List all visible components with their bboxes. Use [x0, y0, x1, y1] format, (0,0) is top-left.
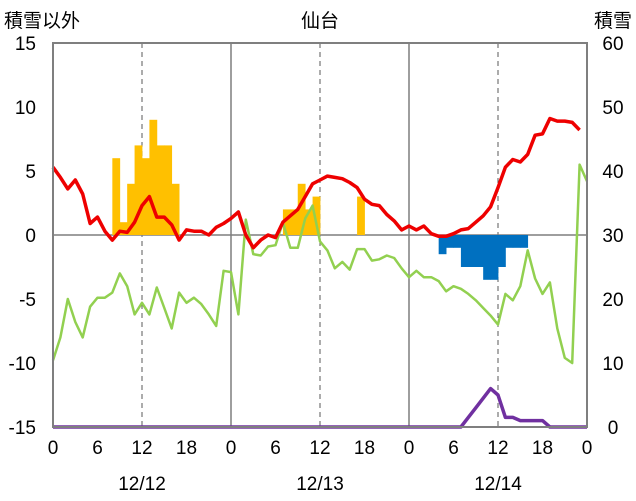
x-tick-label: 12	[487, 438, 508, 459]
left-tick-label: 5	[25, 162, 36, 183]
chart-title: 仙台	[301, 10, 339, 32]
line-layer	[51, 116, 589, 429]
left-axis-ticks: 15 10 5 0 -5 -10 -15	[9, 34, 36, 439]
orange-bar	[171, 183, 180, 235]
x-tick-label: 0	[48, 438, 59, 459]
blue-bar	[453, 235, 462, 248]
blue-bar	[446, 235, 454, 248]
blue-bar	[490, 235, 499, 280]
blue-bar	[460, 235, 469, 267]
x-tick-label: 12	[309, 438, 330, 459]
blue-bar	[512, 235, 521, 248]
x-axis-ticks: 0 6 12 18 0 6 12 18 0 6 12 18 0	[48, 438, 593, 459]
orange-bar	[297, 183, 306, 235]
right-tick-label: 50	[602, 98, 623, 119]
orange-bar	[134, 145, 143, 235]
blue-bar	[505, 235, 514, 248]
left-tick-label: -10	[9, 354, 36, 375]
right-tick-label: 20	[602, 290, 623, 311]
orange-bar	[127, 183, 135, 235]
right-tick-label: 0	[608, 418, 619, 439]
orange-bar	[282, 209, 291, 235]
x-tick-label: 0	[226, 438, 237, 459]
right-tick-label: 10	[602, 354, 623, 375]
left-tick-label: -15	[9, 418, 36, 439]
x-tick-label: 0	[404, 438, 415, 459]
right-axis-label: 積雪	[594, 10, 632, 32]
red-series-line	[51, 116, 581, 250]
right-tick-label: 60	[602, 34, 623, 55]
left-tick-label: 0	[25, 226, 36, 247]
x-date-label: 12/14	[474, 474, 522, 495]
orange-bar	[312, 196, 321, 235]
left-tick-label: 10	[15, 98, 36, 119]
orange-bar	[357, 196, 365, 235]
x-tick-label: 18	[176, 438, 197, 459]
right-tick-label: 40	[602, 162, 623, 183]
blue-bar	[520, 235, 529, 248]
orange-bar	[164, 145, 173, 235]
x-axis-date-labels: 12/12 12/13 12/14	[118, 474, 522, 495]
plot-frame	[52, 42, 588, 428]
x-tick-label: 6	[448, 438, 459, 459]
x-tick-label: 6	[270, 438, 281, 459]
orange-bar	[112, 158, 121, 235]
blue-bar	[475, 235, 484, 267]
blue-bar	[483, 235, 491, 280]
blue-bar	[468, 235, 477, 267]
right-tick-label: 30	[602, 226, 623, 247]
purple-series-line	[53, 386, 587, 429]
orange-bar	[119, 222, 128, 235]
x-tick-label: 12	[131, 438, 152, 459]
blue-bar	[438, 235, 447, 255]
right-axis-ticks: 60 50 40 30 20 10 0	[602, 34, 623, 439]
x-date-label: 12/12	[118, 474, 166, 495]
left-axis-label: 積雪以外	[4, 10, 80, 32]
left-tick-label: 15	[15, 34, 36, 55]
green-series-line	[51, 163, 589, 365]
x-tick-label: 0	[582, 438, 593, 459]
blue-bar	[498, 235, 506, 267]
orange-bar	[305, 209, 313, 235]
x-tick-label: 6	[92, 438, 103, 459]
orange-bar	[156, 145, 165, 235]
orange-bar	[149, 119, 158, 235]
x-tick-label: 18	[532, 438, 553, 459]
orange-bar	[142, 158, 150, 235]
x-date-label: 12/13	[296, 474, 344, 495]
orange-bar	[290, 209, 299, 235]
bar-layer	[112, 119, 529, 280]
x-tick-label: 18	[354, 438, 375, 459]
left-tick-label: -5	[19, 290, 36, 311]
